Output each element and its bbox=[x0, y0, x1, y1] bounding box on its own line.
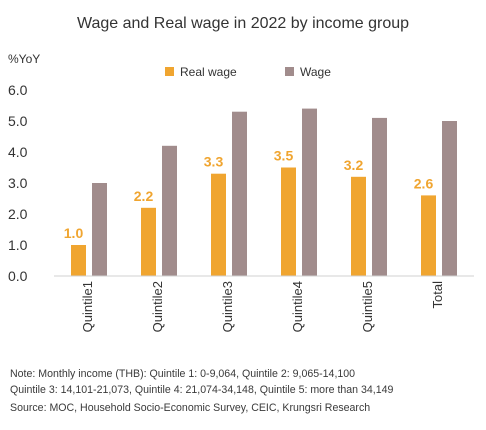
data-label: 1.0 bbox=[64, 225, 84, 241]
x-tick-label: Total bbox=[430, 281, 445, 309]
data-label: 3.2 bbox=[344, 157, 364, 173]
x-tick-label: Quintile1 bbox=[80, 281, 95, 332]
bars: 1.0 2.2 3.3 3.5 3.2 2.6 bbox=[64, 108, 457, 277]
x-tick-label: Quintile5 bbox=[360, 281, 375, 332]
legend: Real wage Wage bbox=[165, 65, 331, 79]
y-tick-label: 2.0 bbox=[8, 206, 28, 222]
bar-real-wage bbox=[141, 207, 156, 276]
bar-wage bbox=[302, 108, 317, 276]
bar-real-wage bbox=[71, 245, 86, 276]
y-axis-label: %YoY bbox=[8, 52, 40, 66]
x-axis-labels: Quintile1 Quintile2 Quintile3 Quintile4 Quin… bbox=[80, 281, 445, 332]
legend-label: Real wage bbox=[180, 65, 237, 79]
note-line-2: Quintile 3: 14,101-21,073, Quintile 4: 2… bbox=[10, 384, 394, 396]
data-label: 3.5 bbox=[274, 148, 294, 164]
bar-real-wage bbox=[351, 176, 366, 276]
chart-title: Wage and Real wage in 2022 by income gro… bbox=[77, 15, 409, 32]
bar-wage bbox=[232, 111, 247, 276]
x-tick-label: Quintile2 bbox=[150, 281, 165, 332]
y-tick-label: 1.0 bbox=[8, 237, 28, 253]
y-tick-label: 5.0 bbox=[8, 113, 28, 129]
note-line-1: Note: Monthly income (THB): Quintile 1: … bbox=[10, 368, 356, 380]
source-note: Source: MOC, Household Socio-Economic Su… bbox=[10, 402, 371, 414]
x-tick-label: Quintile4 bbox=[290, 281, 305, 332]
y-axis-ticks: 0.0 1.0 2.0 3.0 4.0 5.0 6.0 bbox=[8, 82, 28, 284]
bar-wage bbox=[92, 183, 107, 276]
y-tick-label: 4.0 bbox=[8, 144, 28, 160]
y-tick-label: 6.0 bbox=[8, 82, 28, 98]
data-label: 2.2 bbox=[134, 188, 154, 204]
bar-wage bbox=[372, 117, 387, 277]
bar-wage bbox=[162, 145, 177, 276]
bar-real-wage bbox=[421, 195, 436, 276]
notes: Note: Monthly income (THB): Quintile 1: … bbox=[10, 366, 480, 416]
legend-swatch bbox=[285, 67, 294, 76]
bar-wage bbox=[442, 121, 457, 276]
legend-label: Wage bbox=[300, 65, 331, 79]
y-tick-label: 3.0 bbox=[8, 175, 28, 191]
legend-swatch bbox=[165, 67, 174, 76]
x-tick-label: Quintile3 bbox=[220, 281, 235, 332]
bar-real-wage bbox=[211, 173, 226, 276]
data-label: 2.6 bbox=[414, 175, 434, 191]
bar-real-wage bbox=[281, 167, 296, 276]
data-label: 3.3 bbox=[204, 154, 224, 170]
y-tick-label: 0.0 bbox=[8, 268, 28, 284]
